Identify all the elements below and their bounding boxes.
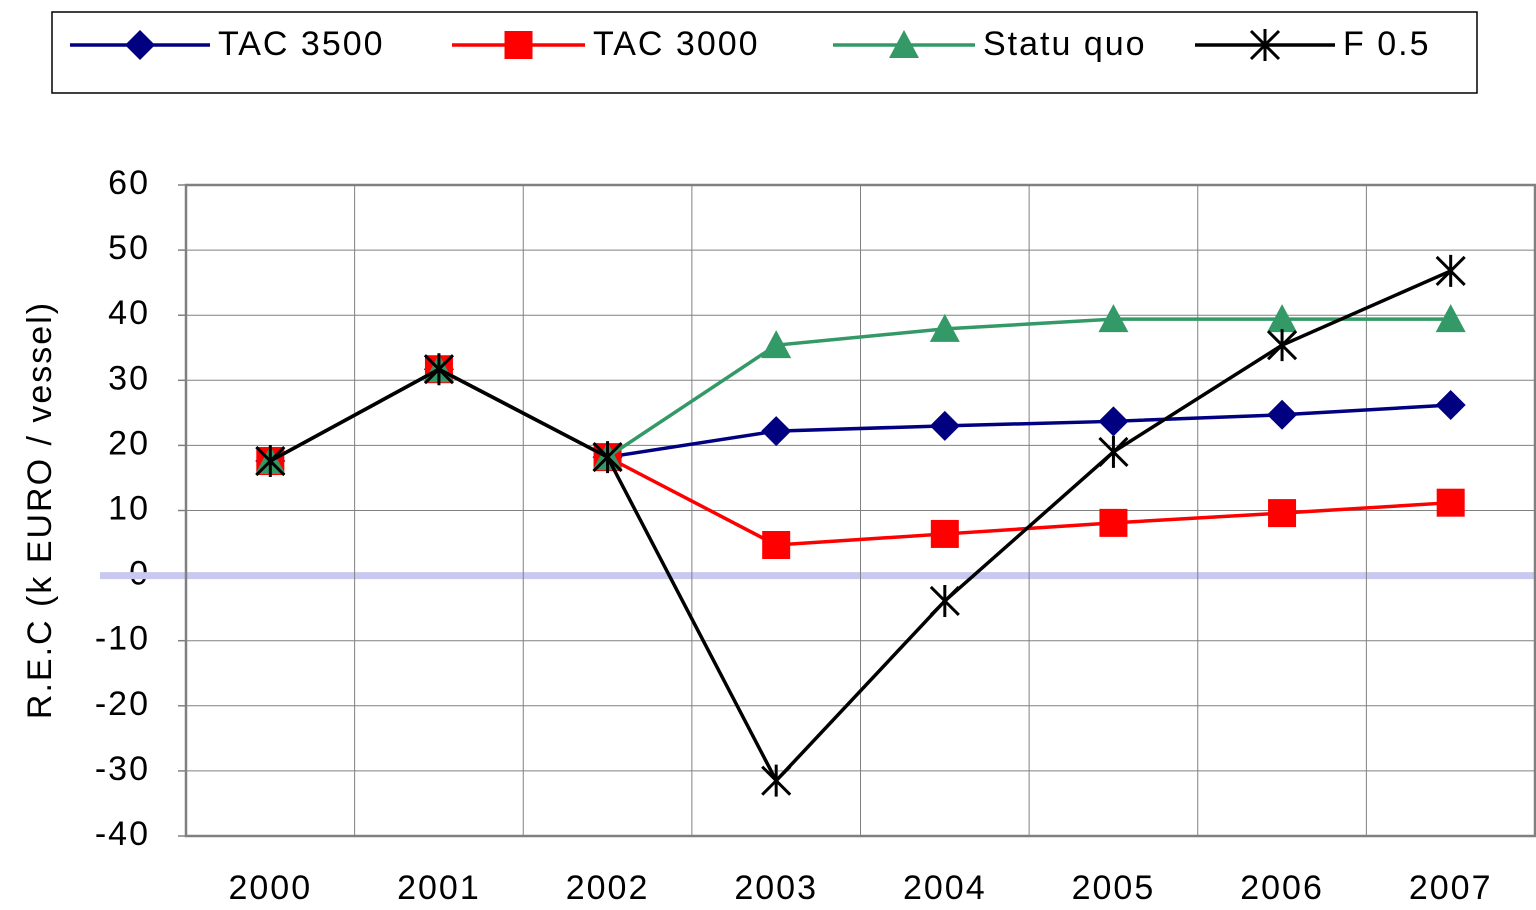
legend-label: F 0.5	[1343, 25, 1430, 63]
x-tick-label: 2001	[397, 869, 481, 907]
y-tick-label: 30	[108, 359, 150, 397]
marker	[930, 519, 959, 548]
legend-box	[51, 11, 1478, 94]
legend-label: Statu quo	[983, 25, 1147, 63]
marker	[1435, 304, 1466, 333]
legend-marker	[125, 30, 155, 60]
y-tick-label: 40	[108, 294, 150, 332]
marker	[1268, 499, 1297, 528]
x-tick-label: 2003	[734, 869, 818, 907]
marker	[1267, 304, 1298, 333]
legend-marker	[889, 30, 919, 58]
marker	[1098, 406, 1129, 437]
marker	[761, 764, 792, 797]
x-tick-label: 2000	[228, 869, 312, 907]
marker	[1435, 254, 1466, 287]
y-tick-label: -30	[95, 750, 150, 788]
series-line	[269, 269, 1452, 784]
y-tick-label: -40	[95, 815, 150, 853]
plot-border	[184, 183, 1536, 838]
x-tick-label: 2007	[1409, 869, 1493, 907]
x-tick-label: 2005	[1072, 869, 1156, 907]
marker	[929, 410, 960, 441]
legend-label: TAC 3000	[593, 25, 760, 63]
marker	[1267, 399, 1298, 430]
marker	[1435, 390, 1466, 421]
y-tick-label: 60	[108, 164, 150, 202]
marker	[1099, 508, 1128, 537]
marker	[1266, 329, 1298, 362]
legend-label: TAC 3500	[218, 25, 385, 63]
y-tick-label: 20	[108, 424, 150, 462]
marker	[592, 441, 623, 474]
x-tick-label: 2002	[566, 869, 650, 907]
y-tick-label: 10	[108, 489, 150, 527]
marker	[423, 353, 454, 386]
marker	[1098, 304, 1129, 333]
marker	[761, 416, 792, 447]
marker	[1098, 435, 1129, 468]
x-tick-label: 2006	[1240, 869, 1324, 907]
marker	[255, 445, 286, 478]
y-tick-label: -20	[95, 685, 150, 723]
legend-marker	[1249, 29, 1281, 61]
y-tick-label: 50	[108, 229, 150, 267]
marker	[1436, 488, 1465, 517]
x-tick-label: 2004	[903, 869, 987, 907]
marker	[761, 330, 792, 359]
y-axis-label: R.E.C (k EURO / vessel)	[21, 301, 59, 719]
legend-marker	[504, 31, 533, 59]
marker	[929, 313, 960, 342]
marker	[762, 531, 791, 560]
y-tick-label: -10	[95, 620, 150, 658]
marker	[929, 584, 960, 617]
